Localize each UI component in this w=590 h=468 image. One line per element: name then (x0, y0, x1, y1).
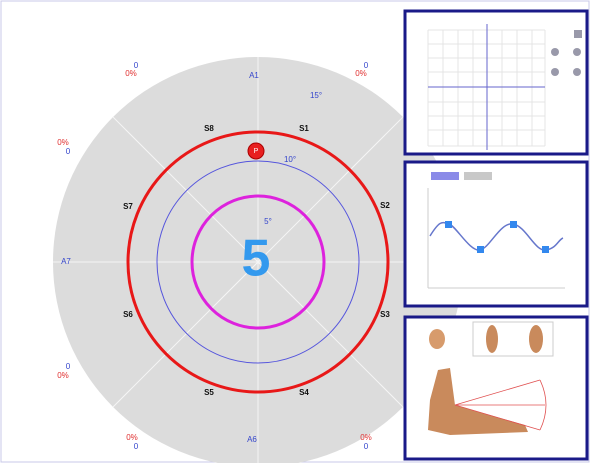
thumbnail[interactable] (529, 325, 543, 353)
sector-label: S4 (299, 388, 309, 397)
percent: 0% (57, 371, 69, 380)
grid-panel (405, 11, 587, 154)
marker-label: P (254, 148, 259, 155)
axis-label: A1 (249, 71, 259, 80)
percent: 0% (125, 69, 137, 78)
sector-label: S7 (123, 202, 133, 211)
percent: 0% (57, 138, 69, 147)
sector-label: S2 (380, 201, 390, 210)
ring-label: 5° (264, 217, 272, 226)
count: 0 (364, 442, 369, 451)
sector-label: S6 (123, 310, 133, 319)
percent: 0% (126, 433, 138, 442)
button[interactable] (431, 172, 459, 180)
axis-label: A7 (61, 257, 71, 266)
screen: 5 A1 A7 A6 15° 10° 5° S8 S1 S2 S3 S4 S5 … (0, 0, 590, 463)
ring-label: 10° (284, 155, 296, 164)
axis-label: A6 (247, 435, 257, 444)
page: 5 A1 A7 A6 15° 10° 5° S8 S1 S2 S3 S4 S5 … (0, 0, 590, 463)
count: 0 (134, 442, 139, 451)
button[interactable] (464, 172, 492, 180)
sector-label: S3 (380, 310, 390, 319)
count: 0 (66, 147, 71, 156)
sector-label: S1 (299, 124, 309, 133)
thumbnail[interactable] (429, 329, 445, 349)
sector-label: S5 (204, 388, 214, 397)
percent: 0% (355, 69, 367, 78)
center-number: 5 (242, 230, 271, 288)
percent: 0% (360, 433, 372, 442)
ring-label: 15° (310, 91, 322, 100)
sector-label: S8 (204, 124, 214, 133)
thumbnail[interactable] (486, 325, 498, 353)
count: 0 (66, 362, 71, 371)
